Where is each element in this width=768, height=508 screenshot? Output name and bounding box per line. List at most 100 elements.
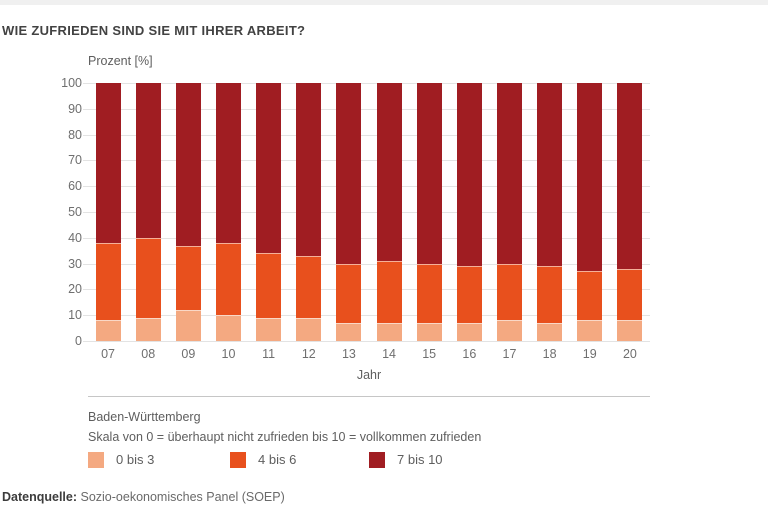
- bar-slot-13: [329, 83, 369, 341]
- x-tick-label-19: 19: [582, 347, 597, 361]
- bar-slot-17: [489, 83, 529, 341]
- bar-slot-07: [88, 83, 128, 341]
- legend: 0 bis 3 4 bis 6 7 bis 10: [88, 451, 650, 468]
- bar-segment-12-7-bis-10: [296, 83, 322, 256]
- bar-segment-08-7-bis-10: [135, 83, 161, 238]
- data-source-label: Datenquelle:: [2, 490, 78, 504]
- x-tick-label-11: 11: [262, 347, 276, 361]
- gridline-70: [83, 160, 650, 162]
- gridline-80: [83, 134, 650, 136]
- bar-segment-16-7-bis-10: [456, 83, 482, 267]
- legend-swatch-4-bis-6: [230, 451, 246, 468]
- bar-segment-20-4-bis-6: [617, 268, 643, 321]
- bar-slot-18: [530, 83, 570, 341]
- bar-segment-17-7-bis-10: [496, 83, 522, 264]
- bar-segment-08-0-bis-3: [135, 317, 161, 341]
- bar-segment-13-0-bis-3: [336, 322, 362, 341]
- bar-segment-09-7-bis-10: [175, 83, 201, 246]
- stacked-bar-07: [95, 83, 121, 341]
- bar-segment-07-0-bis-3: [95, 320, 121, 341]
- gridline-50: [83, 212, 650, 213]
- bar-segment-19-4-bis-6: [577, 271, 603, 321]
- bar-segment-18-4-bis-6: [537, 266, 563, 323]
- y-tick-label-50: 50: [68, 205, 82, 219]
- bar-segment-18-7-bis-10: [537, 83, 563, 267]
- stacked-bar-14: [376, 83, 402, 341]
- gridline-30: [83, 263, 650, 265]
- legend-label-4-bis-6: 4 bis 6: [258, 452, 297, 467]
- stacked-bar-19: [577, 83, 603, 341]
- legend-item-7-bis-10: 7 bis 10: [369, 451, 443, 468]
- bar-slot-12: [289, 83, 329, 341]
- bar-slot-09: [168, 83, 208, 341]
- bar-segment-14-0-bis-3: [376, 322, 402, 341]
- bar-slot-08: [128, 83, 168, 341]
- bar-slot-14: [369, 83, 409, 341]
- x-tick-label-18: 18: [542, 347, 557, 361]
- bar-segment-14-4-bis-6: [376, 261, 402, 323]
- bar-segment-15-4-bis-6: [416, 263, 442, 323]
- bar-slot-20: [610, 83, 650, 341]
- stacked-bar-11: [256, 83, 282, 341]
- legend-label-7-bis-10: 7 bis 10: [397, 452, 443, 467]
- legend-item-0-bis-3: 0 bis 3: [88, 451, 154, 468]
- y-tick-label-10: 10: [68, 308, 82, 323]
- gridline-90: [83, 108, 650, 110]
- stacked-bar-16: [456, 83, 482, 341]
- gridline-10: [83, 315, 650, 317]
- stacked-bar-09: [175, 83, 201, 341]
- y-tick-label-70: 70: [68, 153, 82, 168]
- gridline-100: [83, 83, 650, 84]
- stacked-bar-10: [215, 83, 241, 341]
- bar-segment-13-4-bis-6: [336, 263, 362, 323]
- x-tick-label-07: 07: [101, 347, 116, 361]
- y-axis-title: Prozent [%]: [88, 54, 153, 68]
- x-tick-label-20: 20: [622, 347, 637, 361]
- bar-segment-11-0-bis-3: [256, 317, 282, 341]
- bar-slot-11: [249, 83, 289, 341]
- x-tick-label-13: 13: [341, 347, 356, 361]
- stacked-bar-17: [496, 83, 522, 341]
- bar-segment-20-0-bis-3: [617, 320, 643, 341]
- bar-segment-16-0-bis-3: [456, 322, 482, 341]
- x-tick-label-10: 10: [221, 347, 236, 361]
- bar-segment-15-7-bis-10: [416, 83, 442, 264]
- legend-item-4-bis-6: 4 bis 6: [230, 451, 296, 468]
- bar-segment-07-4-bis-6: [95, 242, 121, 321]
- bar-slot-16: [449, 83, 489, 341]
- bar-series: [88, 83, 650, 341]
- bar-segment-07-7-bis-10: [95, 83, 121, 243]
- bar-segment-15-0-bis-3: [416, 322, 442, 341]
- legend-label-0-bis-3: 0 bis 3: [116, 452, 155, 467]
- bar-slot-10: [208, 83, 248, 341]
- bar-slot-19: [570, 83, 610, 341]
- y-tick-label-90: 90: [68, 101, 82, 116]
- x-axis-title: Jahr: [356, 368, 382, 382]
- bar-segment-17-4-bis-6: [496, 263, 522, 321]
- bar-segment-17-0-bis-3: [496, 320, 522, 341]
- bar-segment-20-7-bis-10: [617, 83, 643, 269]
- bar-segment-16-4-bis-6: [456, 266, 482, 323]
- stacked-bar-18: [537, 83, 563, 341]
- x-tick-label-12: 12: [301, 347, 316, 361]
- y-tick-label-0: 0: [75, 334, 82, 348]
- stacked-bar-20: [617, 83, 643, 341]
- y-tick-label-20: 20: [68, 282, 82, 297]
- bar-segment-10-0-bis-3: [215, 315, 241, 341]
- gridline-40: [83, 237, 650, 239]
- bar-segment-18-0-bis-3: [537, 322, 563, 341]
- x-tick-label-14: 14: [382, 347, 396, 361]
- bar-segment-10-4-bis-6: [215, 242, 241, 316]
- scale-note: Skala von 0 = überhaupt nicht zufrieden …: [88, 430, 482, 444]
- bar-segment-13-7-bis-10: [336, 83, 362, 264]
- y-tick-label-60: 60: [68, 179, 82, 194]
- x-tick-label-15: 15: [422, 347, 437, 361]
- x-tick-label-16: 16: [462, 347, 477, 361]
- data-source-text: Sozio-oekonomisches Panel (SOEP): [77, 490, 285, 504]
- bar-segment-19-0-bis-3: [577, 320, 603, 341]
- legend-swatch-0-bis-3: [88, 451, 104, 468]
- bar-segment-11-7-bis-10: [256, 83, 282, 254]
- x-tick-label-08: 08: [141, 347, 156, 361]
- x-axis-tick-labels: 07 08 09 10 11 12 13 14 15 16 17 18 19 20: [88, 347, 650, 361]
